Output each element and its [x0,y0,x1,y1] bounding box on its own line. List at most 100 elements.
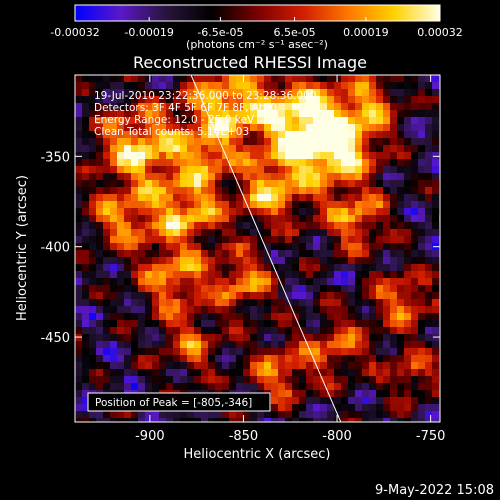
heatmap-cell [313,131,321,139]
heatmap-cell [264,271,272,279]
heatmap-cell [75,397,83,405]
heatmap-cell [425,348,433,356]
heatmap-cell [229,222,237,230]
heatmap-cell [369,341,377,349]
heatmap-cell [82,341,90,349]
heatmap-cell [89,250,97,258]
heatmap-cell [75,222,83,230]
heatmap-cell [131,418,139,422]
heatmap-cell [383,369,391,377]
heatmap-cell [264,285,272,293]
heatmap-cell [117,411,125,419]
heatmap-cell [243,187,251,195]
heatmap-cell [341,418,349,422]
heatmap-cell [215,229,223,237]
heatmap-cell [117,376,125,384]
heatmap-cell [166,250,174,258]
x-axis-label: Heliocentric X (arcsec) [184,447,331,462]
heatmap-cell [194,320,202,328]
heatmap-cell [187,117,195,125]
heatmap-cell [124,229,132,237]
heatmap-cell [208,194,216,202]
heatmap-cell [334,208,342,216]
heatmap-cell [362,390,370,398]
colorbar-tick-label: -6.5e-05 [197,26,243,39]
heatmap-cell [138,236,146,244]
heatmap-cell [278,201,286,209]
heatmap-cell [432,180,440,188]
heatmap-cell [229,82,237,90]
heatmap-cell [173,96,181,104]
heatmap-cell [292,173,300,181]
heatmap-cell [229,383,237,391]
heatmap-cell [131,152,139,160]
heatmap-cell [341,383,349,391]
heatmap-cell [257,250,265,258]
heatmap-cell [299,264,307,272]
heatmap-cell [271,166,279,174]
heatmap-cell [180,418,188,422]
heatmap-cell [208,243,216,251]
heatmap-cell [313,299,321,307]
heatmap-cell [159,271,167,279]
heatmap-cell [124,82,132,90]
heatmap-cell [229,229,237,237]
heatmap-cell [432,306,440,314]
heatmap-cell [75,75,83,83]
heatmap-cell [264,187,272,195]
heatmap-cell [159,285,167,293]
heatmap-cell [194,152,202,160]
heatmap-cell [187,285,195,293]
heatmap-cell [208,215,216,223]
heatmap-cell [341,257,349,265]
heatmap-cell [173,257,181,265]
heatmap-cell [89,180,97,188]
heatmap-cell [250,229,258,237]
heatmap-cell [159,166,167,174]
heatmap-cell [383,320,391,328]
heatmap-cell [75,159,83,167]
heatmap-cell [173,229,181,237]
heatmap-cell [432,236,440,244]
heatmap-cell [131,313,139,321]
heatmap-cell [341,215,349,223]
heatmap-cell [390,341,398,349]
heatmap-cell [117,299,125,307]
heatmap-cell [292,243,300,251]
heatmap-cell [152,264,160,272]
heatmap-cell [432,383,440,391]
heatmap-cell [355,362,363,370]
heatmap-cell [264,201,272,209]
heatmap-cell [334,285,342,293]
heatmap-cell [236,201,244,209]
heatmap-cell [173,103,181,111]
heatmap-cell [250,222,258,230]
heatmap-cell [96,201,104,209]
heatmap-cell [103,117,111,125]
heatmap-cell [215,215,223,223]
heatmap-cell [250,292,258,300]
heatmap-cell [313,411,321,419]
heatmap-cell [131,250,139,258]
heatmap-cell [376,313,384,321]
heatmap-cell [404,124,412,132]
heatmap-cell [376,348,384,356]
heatmap-cell [138,369,146,377]
heatmap-cell [383,411,391,419]
heatmap-cell [159,348,167,356]
heatmap-cell [229,138,237,146]
heatmap-cell [313,285,321,293]
heatmap-cell [292,411,300,419]
heatmap-cell [103,89,111,97]
heatmap-cell [320,152,328,160]
heatmap-cell [362,82,370,90]
heatmap-cell [229,257,237,265]
heatmap-cell [299,320,307,328]
heatmap-cell [411,145,419,153]
heatmap-cell [180,131,188,139]
heatmap-cell [320,327,328,335]
heatmap-cell [306,341,314,349]
heatmap-cell [348,208,356,216]
heatmap-cell [215,124,223,132]
heatmap-cell [124,89,132,97]
